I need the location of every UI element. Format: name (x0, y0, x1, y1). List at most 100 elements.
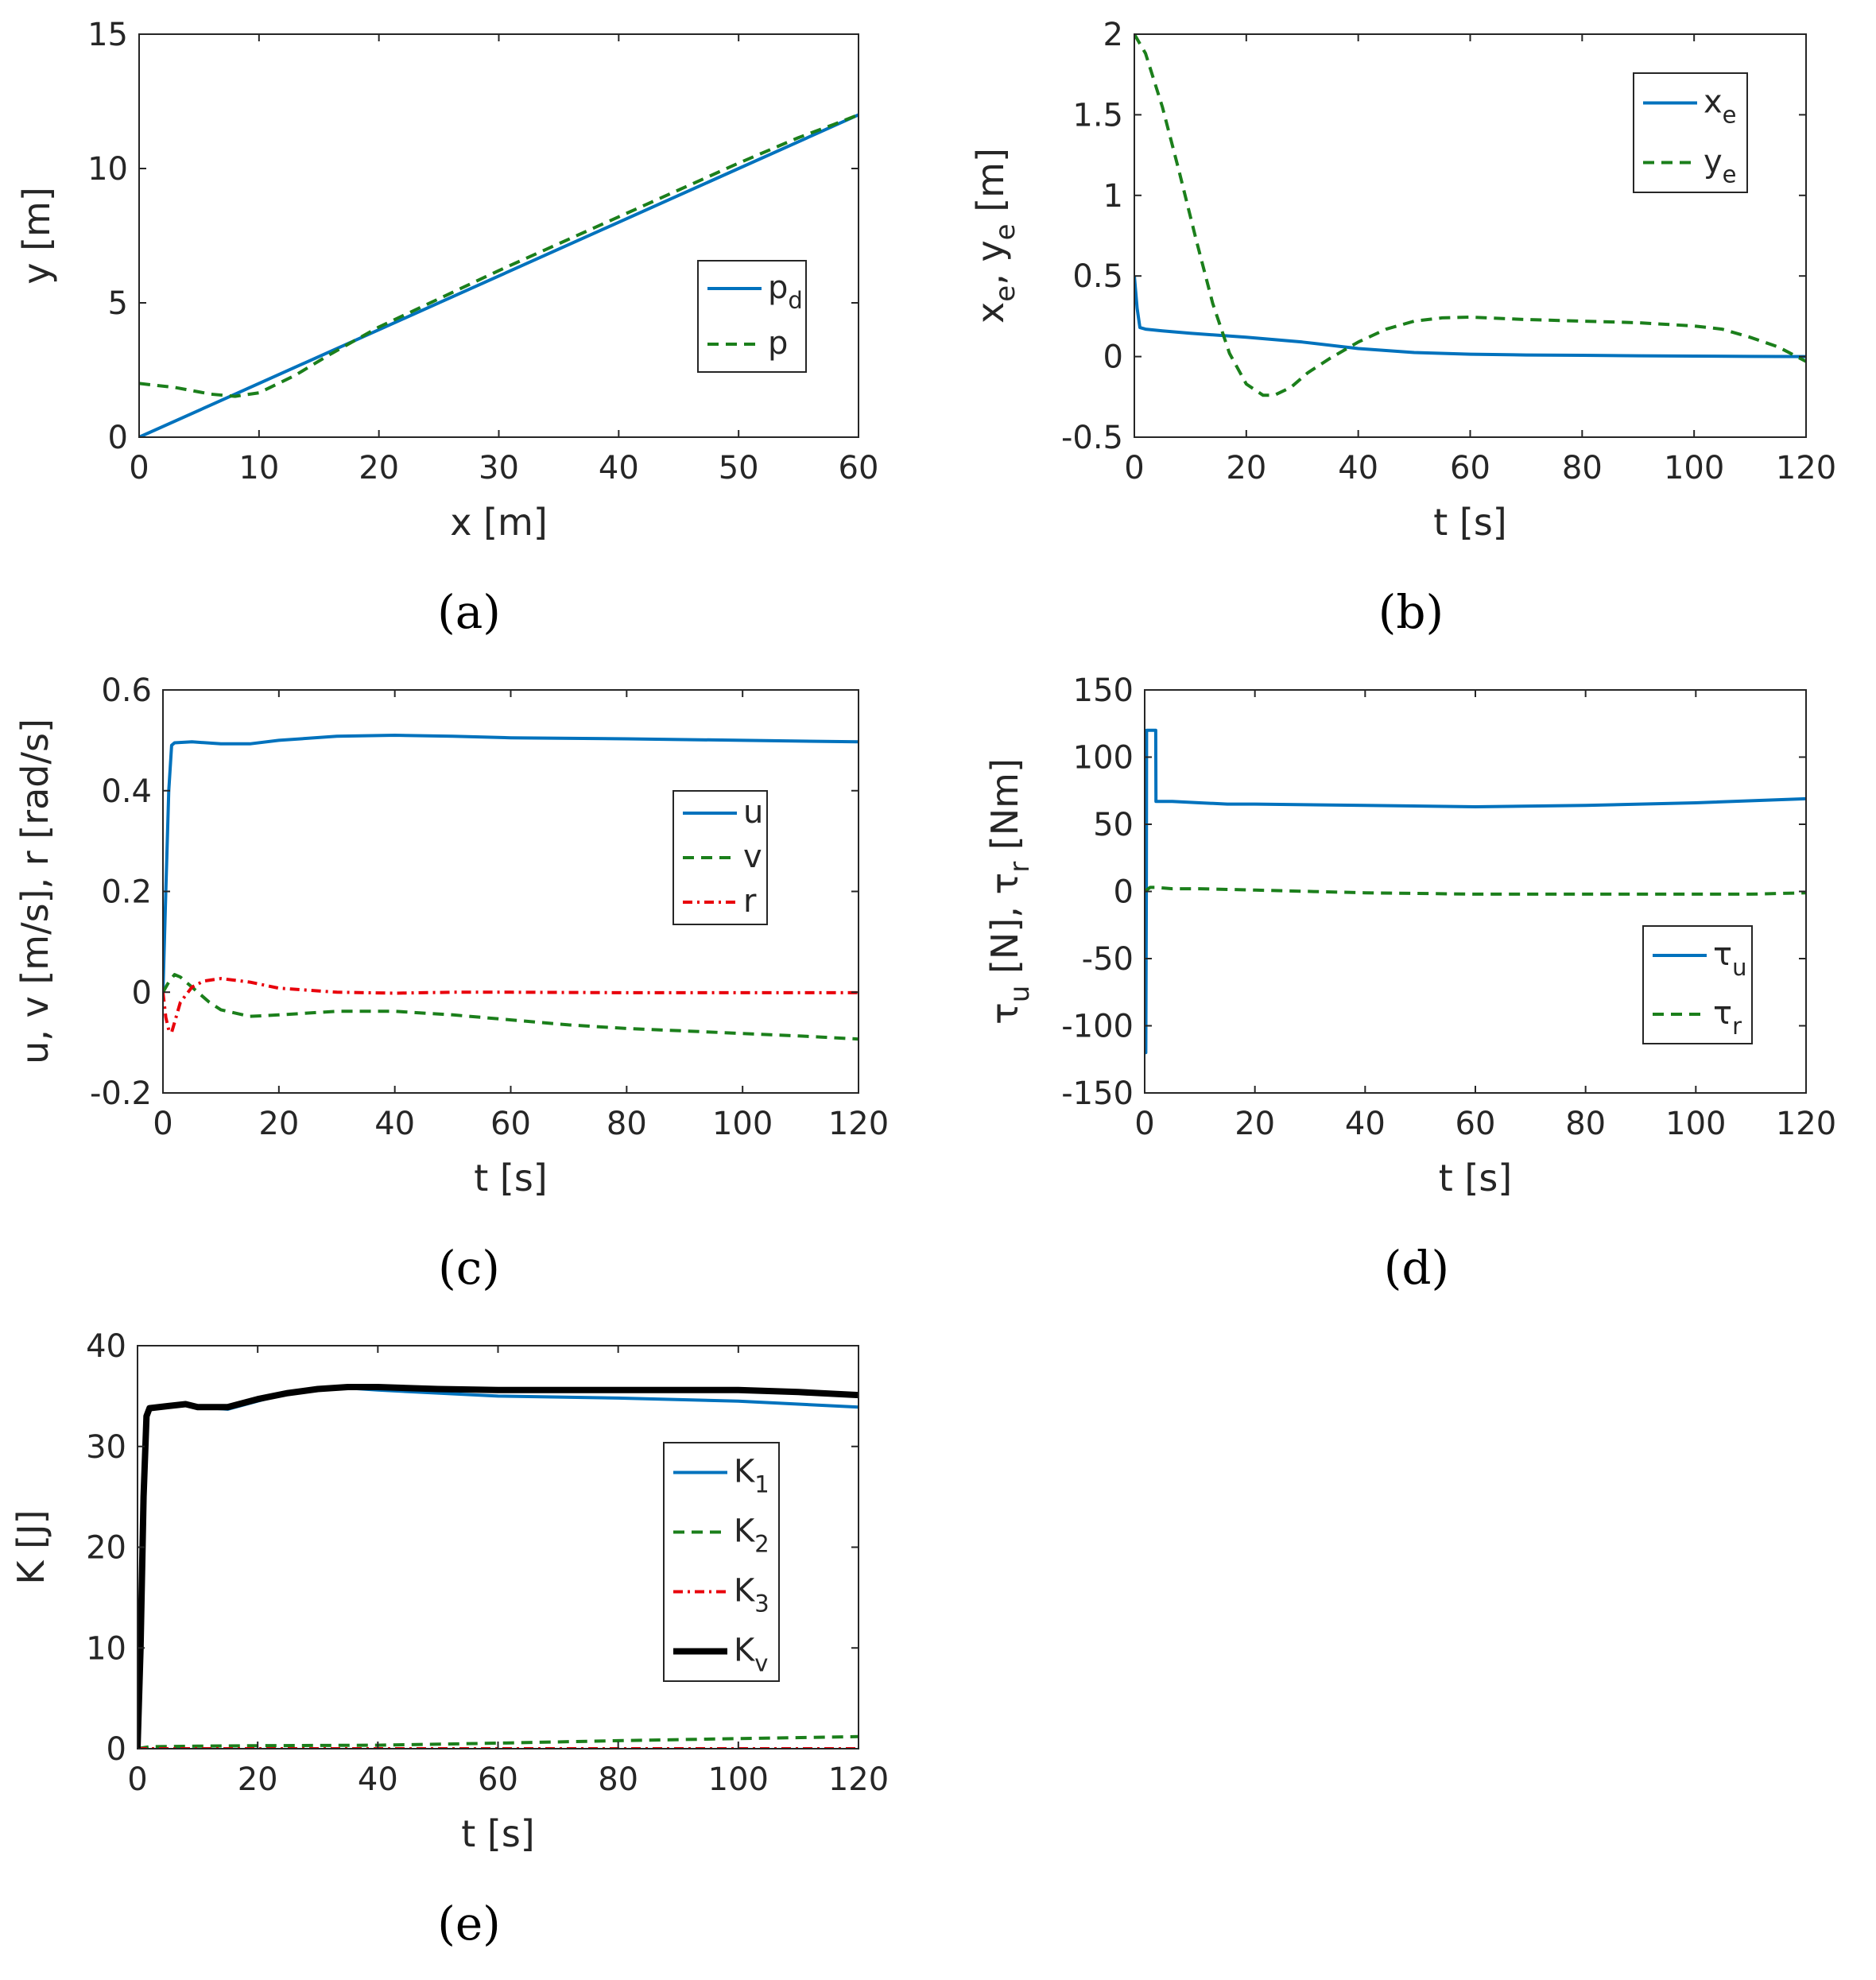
series-b-ye (1134, 34, 1806, 397)
x-tick-label: 20 (1235, 1106, 1275, 1142)
y-tick-label: 10 (86, 1630, 126, 1667)
y-tick-label: -50 (1082, 941, 1134, 978)
x-tick-label: 20 (238, 1761, 278, 1798)
x-tick-label: 120 (1776, 1106, 1836, 1142)
subfigure-caption-a: (a) (437, 585, 501, 639)
plot-area-e (138, 1384, 859, 1749)
chart-e: 0 20 40 60 80 100 120 0 10 20 30 40 t [s] K [J] K1 K2 K3… (10, 1328, 889, 1951)
x-tick-label: 60 (1450, 450, 1490, 486)
x-tick-label: 0 (1124, 450, 1144, 486)
legend-entry-label: ye (1704, 144, 1737, 188)
y-tick-label: -0.2 (90, 1075, 152, 1112)
legend-entry-label: Kv (734, 1633, 768, 1677)
x-tick-label: 20 (258, 1106, 299, 1142)
legend-entry-label: p (768, 325, 788, 362)
y-tick-label: 50 (1093, 807, 1134, 843)
x-tick-label: 60 (839, 450, 879, 486)
x-tick-label: 80 (1565, 1106, 1606, 1142)
legend-box (1642, 925, 1753, 1044)
y-tick-label: 15 (87, 17, 128, 53)
x-axis-label: x [m] (450, 501, 548, 544)
x-tick-label: 100 (1665, 1106, 1726, 1142)
x-tick-label: 40 (599, 450, 639, 486)
y-tick-label: 100 (1073, 740, 1134, 777)
series-c-r (163, 977, 859, 1034)
y-tick-label: 150 (1073, 672, 1134, 709)
legend-box (663, 1442, 780, 1682)
x-tick-label: 40 (1338, 450, 1378, 486)
x-tick-label: 20 (359, 450, 399, 486)
y-tick-label: 0.4 (101, 773, 152, 810)
legend-entry-label: K3 (734, 1573, 769, 1618)
y-tick-label: 0 (107, 1731, 126, 1768)
y-tick-label: 0.2 (101, 874, 152, 911)
y-tick-label: 2 (1103, 17, 1123, 53)
x-axis-label: t [s] (461, 1812, 535, 1855)
x-tick-label: 80 (598, 1761, 638, 1798)
x-tick-label: 0 (129, 450, 149, 486)
x-tick-label: 60 (478, 1761, 518, 1798)
series-b-xe (1134, 276, 1806, 358)
legend-box (1633, 72, 1748, 193)
x-tick-label: 30 (479, 450, 519, 486)
chart-a: 0 10 20 30 40 50 60 0 5 10 15 x [m] y [m] pd p (a) (15, 17, 878, 639)
y-tick-label: 40 (86, 1328, 126, 1365)
y-tick-label: 1.5 (1072, 97, 1123, 134)
legend-c: uvr (672, 790, 768, 925)
series-d-tauu (1145, 728, 1806, 1055)
y-axis-label: K [J] (10, 1509, 52, 1584)
y-tick-label: -150 (1061, 1075, 1134, 1112)
legend-entry-label: u (743, 794, 763, 831)
y-tick-label: 0 (1103, 339, 1123, 376)
x-tick-label: 100 (708, 1761, 769, 1798)
legend-b: xe ye (1633, 72, 1748, 193)
plot-area-c (163, 734, 859, 1041)
y-tick-label: 0.5 (1072, 258, 1123, 295)
legend-entry-label: K1 (734, 1454, 769, 1498)
y-tick-label: 0.6 (101, 672, 152, 709)
x-axis-label: t [s] (1439, 1157, 1513, 1199)
x-tick-label: 80 (1562, 450, 1603, 486)
y-tick-label: 20 (86, 1530, 126, 1567)
chart-b: 0 20 40 60 80 100 120-0.500.511.52t [s]xe, ye … (969, 17, 1836, 639)
x-tick-label: 120 (828, 1761, 889, 1798)
y-tick-label: 0 (132, 975, 152, 1011)
legend-entry-label: pd (768, 269, 803, 314)
subfigure-caption-c: (c) (438, 1241, 500, 1295)
series-c-u (163, 734, 859, 993)
y-tick-label: 5 (108, 285, 128, 322)
plot-area-b (1134, 34, 1806, 397)
legend-box (697, 260, 807, 373)
x-tick-label: 0 (153, 1106, 172, 1142)
x-tick-label: 40 (1345, 1106, 1386, 1142)
series-c-v (163, 973, 859, 1041)
y-tick-label: 30 (86, 1429, 126, 1466)
x-tick-label: 120 (1776, 450, 1836, 486)
chart-c: 0 20 40 60 80 100 120-0.200.20.40.6t [s]u, v [… (14, 672, 889, 1295)
y-axis-label: u, v [m/s], r [rad/s] (14, 719, 56, 1064)
x-axis-label: t [s] (1433, 501, 1507, 544)
y-tick-label: -100 (1061, 1009, 1134, 1045)
series-d-taur (1145, 885, 1806, 896)
y-tick-label: 0 (1114, 874, 1134, 911)
x-tick-label: 0 (127, 1761, 147, 1798)
x-tick-label: 40 (374, 1106, 415, 1142)
legend-entry-label: xe (1704, 84, 1737, 129)
subfigure-caption-b: (b) (1378, 585, 1444, 639)
legend-entry-label: v (743, 839, 762, 875)
series-e-Kv (138, 1384, 859, 1749)
plot-area-a (139, 113, 859, 437)
series-a-pd (139, 113, 859, 437)
legend-entry-label: r (743, 883, 757, 920)
y-axis-label: y [m] (15, 187, 58, 285)
axes-box-a (138, 33, 859, 438)
x-tick-label: 20 (1226, 450, 1266, 486)
x-tick-label: 60 (490, 1106, 531, 1142)
y-tick-label: -0.5 (1061, 420, 1123, 456)
legend-entry-label: τu (1713, 936, 1746, 981)
x-axis-label: t [s] (474, 1157, 548, 1199)
x-tick-label: 10 (238, 450, 279, 486)
subfigure-caption-e: (e) (437, 1897, 501, 1951)
x-tick-label: 0 (1134, 1106, 1154, 1142)
legend-entry-label: τr (1713, 995, 1742, 1040)
